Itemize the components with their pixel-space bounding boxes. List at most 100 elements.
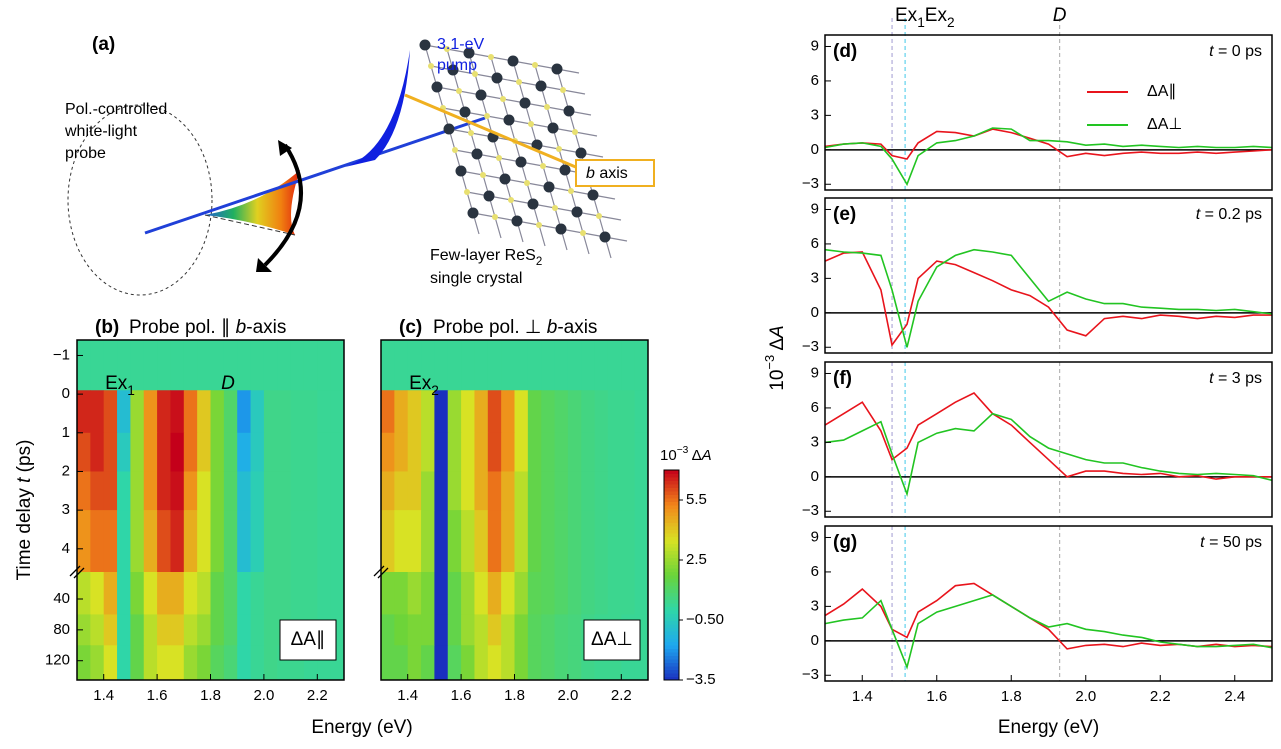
heat-cell — [290, 471, 305, 511]
heat-cell — [237, 390, 252, 434]
atom — [524, 180, 530, 186]
heat-cell — [501, 471, 515, 511]
x-axis-label: Energy (eV) — [311, 717, 412, 738]
heat-cell — [541, 432, 556, 472]
heat-cell — [130, 645, 145, 681]
colorbar-step — [664, 571, 679, 576]
heat-cell — [223, 471, 238, 511]
heat-cell — [103, 614, 118, 646]
heat-cell — [541, 614, 556, 646]
spectrum-line — [824, 594, 1273, 670]
heat-cell — [117, 614, 131, 646]
y-axis-label: Time delay t (ps) — [14, 440, 35, 581]
heat-cell — [621, 572, 636, 615]
heat-cell — [143, 340, 158, 391]
heat-cell — [130, 510, 145, 573]
heat-cell — [117, 572, 131, 615]
x-tick-label: 1.4 — [93, 687, 114, 704]
panel-title-part: (c) — [399, 317, 422, 338]
heat-cell — [554, 340, 569, 391]
axis-break — [373, 565, 389, 579]
x-tick-label: 1.4 — [852, 688, 873, 705]
heat-cell — [621, 432, 636, 472]
heat-cell — [501, 510, 515, 573]
panel-title-part: -axis — [246, 317, 286, 338]
x-tick-label: 2.0 — [557, 687, 578, 704]
heat-cell — [250, 510, 265, 573]
panel-label-part: (g) — [833, 532, 857, 553]
panel-label-part: (f) — [833, 368, 852, 389]
atom — [471, 148, 483, 160]
heat-cell — [90, 390, 105, 434]
heat-cell — [183, 432, 198, 472]
y-tick-label: 6 — [811, 235, 819, 252]
colorbar-tick-label: 5.5 — [686, 491, 707, 508]
atom — [532, 62, 538, 68]
heat-cell — [263, 390, 278, 434]
colorbar-step — [664, 589, 679, 593]
heat-cell — [330, 432, 345, 472]
heat-cell — [103, 510, 118, 573]
colorbar-label-part: 10 — [660, 447, 677, 464]
axis-label-part: b — [586, 165, 595, 182]
heat-cell — [77, 645, 91, 681]
heat-cell — [143, 614, 158, 646]
probe-label: Pol.-controlled — [65, 101, 167, 118]
heat-cell — [541, 471, 556, 511]
heat-cell — [157, 645, 171, 681]
plot-frame — [824, 34, 1273, 191]
atom — [499, 173, 511, 185]
atom — [540, 163, 546, 169]
x-axis-label: Energy (eV) — [998, 717, 1099, 738]
heat-cell — [157, 614, 171, 646]
colorbar-step — [664, 578, 679, 583]
heat-cell — [263, 572, 278, 615]
heat-cell — [77, 340, 91, 391]
label-box — [583, 619, 641, 661]
annotation-part: t — [1209, 43, 1214, 60]
atom — [559, 164, 571, 176]
heat-cell — [290, 432, 305, 472]
heat-cell — [183, 510, 198, 573]
heat-cell — [183, 572, 198, 615]
heat-cell — [170, 390, 185, 434]
y-axis-label-part: A — [767, 325, 788, 339]
colorbar-step — [664, 620, 679, 625]
colorbar-step — [664, 554, 679, 558]
atom — [468, 130, 474, 136]
atom — [419, 39, 431, 51]
spectrum-line — [824, 248, 1273, 348]
y-tick-label: 6 — [811, 72, 819, 89]
colorbar-step — [664, 526, 679, 530]
y-tick-label: 0 — [811, 468, 819, 485]
heat-cell — [567, 510, 582, 573]
heat-cell — [514, 510, 529, 573]
heat-cell — [381, 340, 395, 391]
heat-cell — [501, 614, 515, 646]
top-label: D — [1053, 5, 1067, 26]
heat-cell — [143, 510, 158, 573]
colorbar-step — [664, 606, 679, 611]
colorbar-label-part: Δ — [688, 447, 701, 464]
heat-cell — [634, 471, 649, 511]
crystal-label-part: 2 — [536, 256, 542, 268]
annotation: t = 0 ps — [1209, 43, 1262, 60]
heat-cell — [277, 340, 292, 391]
heat-cell — [554, 432, 569, 472]
heat-cell — [290, 340, 305, 391]
top-label-part: 2 — [947, 15, 955, 30]
heat-cell — [381, 645, 395, 681]
heat-cell — [527, 340, 542, 391]
heat-cell — [421, 614, 435, 646]
probe-label-part: Pol.-controlled — [65, 101, 167, 118]
pump-label: pump — [437, 57, 477, 74]
heat-cell — [157, 432, 171, 472]
heat-cell — [581, 471, 596, 511]
panel-label-part: (d) — [833, 41, 857, 62]
heat-cell — [250, 614, 265, 646]
probe-label-part: white-light — [64, 123, 138, 140]
heat-cell — [277, 471, 292, 511]
heat-cell — [474, 614, 489, 646]
heat-cell — [407, 510, 422, 573]
colorbar-step — [664, 613, 679, 618]
